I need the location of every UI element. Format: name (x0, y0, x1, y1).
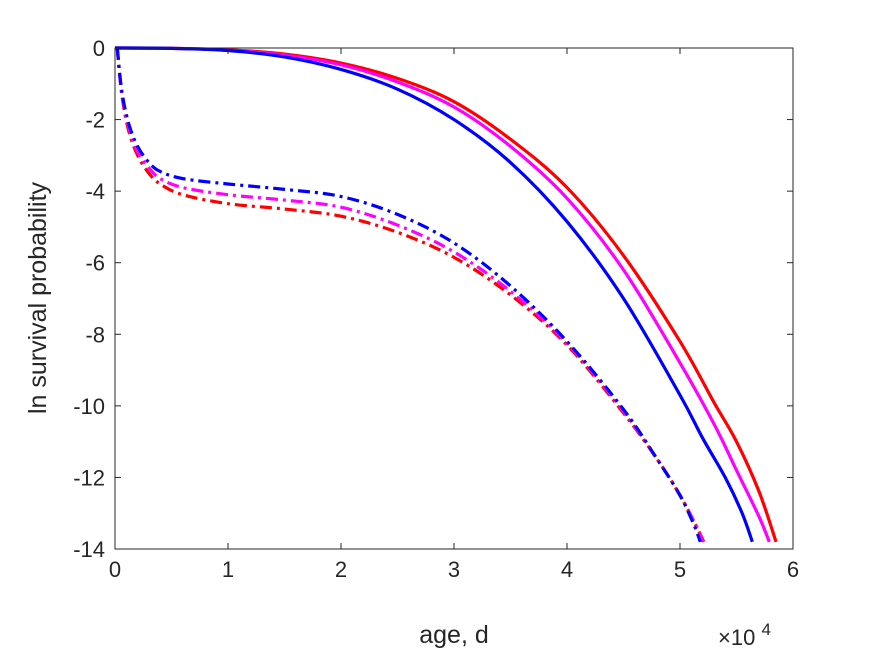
y-tick-label: -4 (85, 179, 105, 204)
x-axis-label: age, d (419, 621, 489, 649)
x-tick-label: 5 (674, 557, 686, 582)
series-line-6 (115, 47, 702, 543)
series-layer (114, 46, 778, 543)
y-tick-label: -8 (85, 322, 105, 347)
y-tick-label: -6 (85, 251, 105, 276)
x-tick-label: 6 (787, 557, 799, 582)
y-tick-label: -2 (85, 108, 105, 133)
x-tick-label: 1 (222, 557, 234, 582)
y-ticks: 0 -2 -4 -6 -8 -10 -12 -14 (73, 36, 793, 562)
x-axis-multiplier: ×10 4 (718, 620, 771, 650)
x-tick-label: 3 (448, 557, 460, 582)
y-axis-label: ln survival probability (24, 181, 52, 414)
x-axis-multiplier-exponent: 4 (761, 620, 770, 639)
y-tick-label: 0 (93, 36, 105, 61)
plot-area (115, 48, 793, 549)
x-tick-label: 0 (109, 557, 121, 582)
y-tick-label: -12 (73, 465, 105, 490)
series-line-4 (115, 47, 706, 543)
x-tick-label: 2 (335, 557, 347, 582)
x-axis-multiplier-base: ×10 (718, 625, 755, 650)
x-ticks: 0 1 2 3 4 5 6 (109, 48, 799, 582)
series-line-3 (114, 46, 754, 543)
series-line-5 (115, 47, 705, 543)
y-tick-label: -14 (73, 537, 105, 562)
y-tick-label: -10 (73, 394, 105, 419)
x-tick-label: 4 (561, 557, 573, 582)
